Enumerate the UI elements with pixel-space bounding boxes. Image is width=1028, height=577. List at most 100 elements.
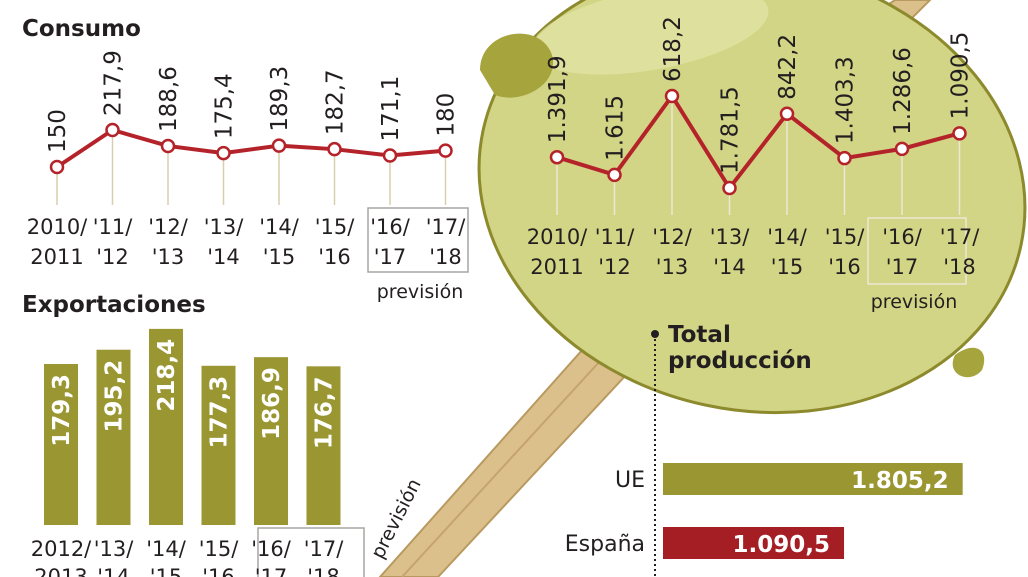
- consumo-value-label: 217,9: [101, 50, 127, 116]
- produccion-tick-label: '12/: [652, 225, 692, 249]
- produccion-point: [549, 149, 565, 165]
- consumo-tick-label: '18: [429, 245, 462, 269]
- produccion-forecast-box: [867, 217, 967, 285]
- total-produccion-title-line1: Total: [668, 322, 731, 348]
- exportaciones-value-label: 177,3: [207, 376, 233, 449]
- consumo-point: [382, 148, 398, 163]
- consumo-tick-label: '12: [96, 245, 129, 269]
- exportaciones-tick-label: '16: [202, 565, 235, 577]
- consumo-line: [55, 127, 446, 169]
- produccion-value-label: 1.090,5: [948, 32, 974, 120]
- total-produccion-category-label: UE: [615, 468, 645, 493]
- total-produccion-bars: 1.805,2 UE 1.090,5 España: [565, 463, 963, 559]
- exportaciones-tick-label: '18: [307, 565, 340, 577]
- exportaciones-tick-label: 2012/: [31, 537, 92, 561]
- consumo-tick-label: '12/: [148, 215, 188, 239]
- consumo-value-label: 182,7: [323, 69, 349, 135]
- produccion-tick-label: '15: [771, 255, 804, 279]
- exportaciones-tick-label: '17/: [304, 537, 344, 561]
- consumo-value-label: 189,3: [267, 66, 293, 132]
- consumo-title: Consumo: [22, 16, 141, 42]
- total-produccion-title-line2: producción: [668, 348, 812, 374]
- exportaciones-tick-label: '16/: [251, 537, 291, 561]
- exportaciones-forecast-box: [257, 527, 365, 577]
- produccion-tick-label: '18: [943, 255, 976, 279]
- consumo-tick-label: '16: [318, 245, 351, 269]
- produccion-tick-label: '16: [828, 255, 861, 279]
- exportaciones-value-label: 218,4: [154, 339, 180, 412]
- produccion-point: [779, 106, 795, 121]
- olive-body: [477, 0, 1027, 415]
- consumo-tick-label: '14: [207, 245, 240, 269]
- consumo-value-label: 171,1: [378, 76, 404, 142]
- total-produccion-bar: [663, 463, 963, 495]
- consumo-chart: Consumo 150 217,9 188,6 175,4 189,3 182,7 171,…: [22, 16, 469, 303]
- produccion-value-label: 1.403,3: [833, 56, 859, 144]
- produccion-value-label: 1.615: [603, 95, 629, 161]
- exportaciones-tick-label: '15/: [199, 537, 239, 561]
- consumo-value-label: 175,4: [212, 73, 238, 139]
- exportaciones-tick-label: '14: [97, 565, 130, 577]
- exportaciones-value-labels: 179,3 195,2 218,4 177,3 186,9 176,7: [49, 339, 338, 449]
- consumo-point: [105, 122, 120, 138]
- consumo-point: [216, 145, 231, 161]
- consumo-forecast-box: [367, 207, 469, 273]
- produccion-tick-label: '17: [886, 255, 919, 279]
- produccion-point: [894, 141, 910, 157]
- produccion-tick-label: '14: [713, 255, 746, 279]
- produccion-tick-label: 2011: [530, 255, 583, 279]
- produccion-tick-label: '16/: [882, 225, 922, 249]
- exportaciones-value-label: 179,3: [49, 374, 75, 447]
- consumo-tick-labels: 2010/2011 '11/ '12 '12/ '13 '13/ '14 '14/ '15 '15…: [27, 215, 466, 269]
- produccion-value-label: 1.286,6: [890, 47, 916, 135]
- exportaciones-value-label: 176,7: [312, 376, 338, 449]
- produccion-tick-label: '13: [656, 255, 689, 279]
- exportaciones-value-label: 186,9: [259, 367, 285, 440]
- exportaciones-bar: [306, 366, 341, 525]
- produccion-value-labels: 1.391,9 1.615 618,2 1.781,5 842,2 1.403,3 1.28…: [545, 16, 974, 174]
- exportaciones-tick-label: '14/: [146, 537, 186, 561]
- exportaciones-bar: [149, 328, 183, 525]
- consumo-point: [49, 159, 65, 175]
- produccion-tick-label: '15/: [825, 225, 865, 249]
- olive-pit-opening: [480, 33, 554, 98]
- produccion-chart: 1.391,9 1.615 618,2 1.781,5 842,2 1.403,3 1.28…: [527, 16, 980, 313]
- produccion-value-label: 1.781,5: [718, 86, 744, 174]
- exportaciones-tick-label: '15: [150, 565, 183, 577]
- total-produccion-bar: [663, 527, 845, 559]
- olive-highlight: [531, 0, 769, 75]
- exportaciones-bars: [44, 328, 341, 525]
- consumo-point: [438, 143, 453, 158]
- consumo-tick-label: 2010/: [27, 215, 88, 239]
- exportaciones-bar: [44, 363, 78, 525]
- exportaciones-title: Exportaciones: [22, 292, 206, 318]
- total-produccion-value-label: 1.805,2: [851, 468, 949, 494]
- consumo-tick-label: '15/: [315, 215, 355, 239]
- consumo-point: [327, 141, 342, 157]
- produccion-value-label: 618,2: [660, 16, 686, 82]
- consumo-tick-label: '16/: [370, 215, 410, 239]
- produccion-tick-label: '12: [598, 255, 631, 279]
- total-produccion-value-label: 1.090,5: [733, 532, 831, 558]
- consumo-value-label: 150: [45, 109, 71, 153]
- consumo-points: [49, 122, 453, 175]
- consumo-tick-label: '13: [152, 245, 185, 269]
- produccion-stems: [556, 96, 961, 215]
- exportaciones-tick-label: '13/: [94, 537, 134, 561]
- produccion-value-label: 842,2: [775, 34, 801, 100]
- produccion-tick-label: '13/: [710, 225, 750, 249]
- exportaciones-bar: [96, 349, 131, 525]
- consumo-value-label: 188,6: [156, 66, 182, 132]
- consumo-tick-label: '13/: [204, 215, 244, 239]
- consumo-point: [160, 138, 176, 154]
- produccion-point: [952, 126, 967, 141]
- exportaciones-tick-labels: 2012/2013 '13/ '14 '14/ '15 '15/ '16 '16/ '17 '17…: [31, 537, 344, 577]
- consumo-tick-label: '14/: [259, 215, 299, 239]
- produccion-value-label: 1.391,9: [545, 55, 571, 143]
- exportaciones-tick-label: '17: [255, 565, 288, 577]
- produccion-point: [664, 88, 680, 104]
- produccion-point: [722, 180, 737, 196]
- produccion-tick-label: '14/: [767, 225, 807, 249]
- produccion-tick-labels: 2010/2011 '11/ '12 '12/ '13 '13/ '14 '14/ '15 '15…: [527, 225, 980, 279]
